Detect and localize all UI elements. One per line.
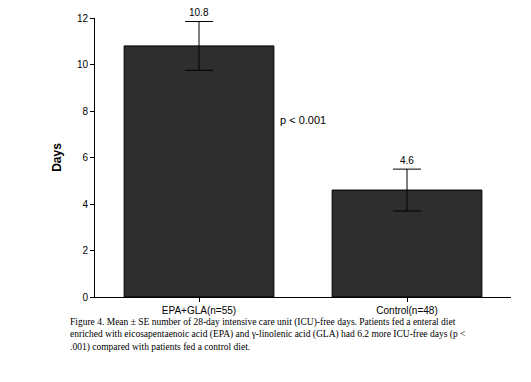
svg-text:2: 2 [82, 245, 88, 256]
svg-text:EPA+GLA(n=55): EPA+GLA(n=55) [162, 305, 236, 316]
svg-text:0: 0 [82, 292, 88, 303]
svg-text:10.8: 10.8 [189, 7, 209, 18]
svg-text:12: 12 [77, 13, 89, 24]
svg-text:Control(n=48): Control(n=48) [376, 305, 437, 316]
svg-text:4: 4 [82, 199, 88, 210]
svg-text:Figure 4. Mean ± SE number of: Figure 4. Mean ± SE number of 28-day int… [70, 317, 465, 353]
svg-text:Days: Days [50, 143, 64, 172]
svg-text:6: 6 [82, 152, 88, 163]
svg-text:10: 10 [77, 59, 89, 70]
svg-text:8: 8 [82, 106, 88, 117]
svg-text:4.6: 4.6 [400, 155, 414, 166]
svg-text:p < 0.001: p < 0.001 [280, 114, 326, 126]
